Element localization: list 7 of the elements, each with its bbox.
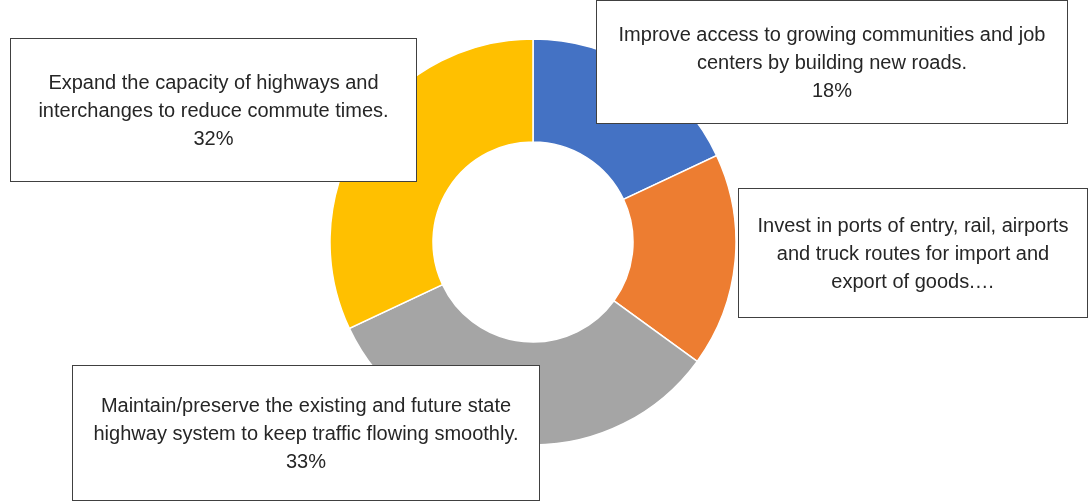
slice-label: Maintain/preserve the existing and future state highway system to keep traffic flowing smoothly.	[92, 393, 520, 446]
slice-label: Improve access to growing communities and job centers by building new roads.	[617, 22, 1047, 75]
data-label: 33%	[285, 449, 327, 474]
data-label: 32%	[192, 126, 235, 151]
slice-label: Expand the capacity of highways and interchanges to reduce commute times.	[37, 70, 390, 123]
slice-label: Invest in ports of entry, rail, airports and truck routes for import and export of goods.…	[756, 213, 1070, 294]
data-label: 18%	[811, 78, 853, 103]
